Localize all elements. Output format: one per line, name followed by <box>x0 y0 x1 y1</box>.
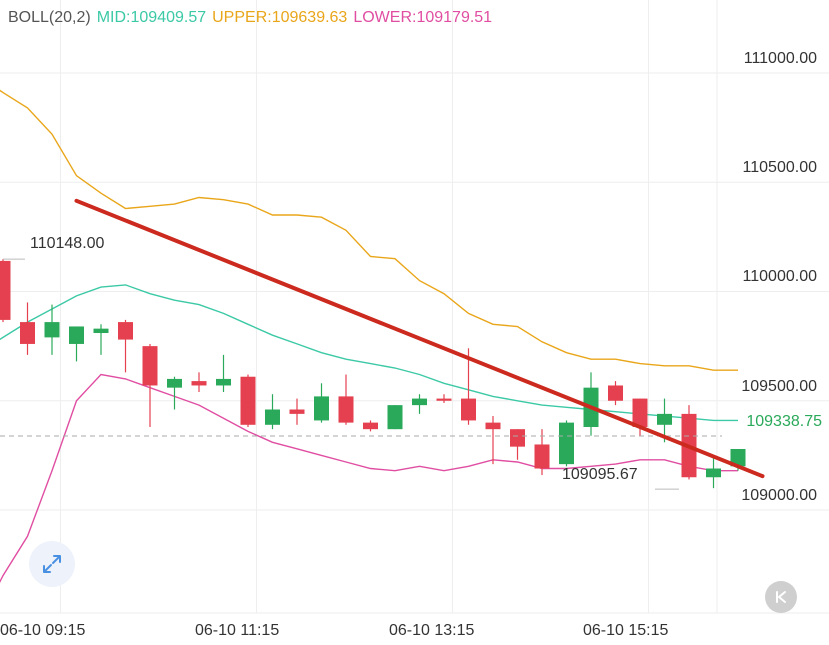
candle-body <box>412 398 427 406</box>
x-tick-label: 06-10 15:15 <box>583 622 669 639</box>
chevron-left-bar-icon <box>776 591 786 603</box>
grid-lines <box>0 0 829 614</box>
candle-body <box>461 398 476 421</box>
candle-body <box>363 422 378 430</box>
y-tick-label: 111000.00 <box>743 50 817 67</box>
candle <box>289 398 305 425</box>
candle <box>461 348 476 425</box>
candle-body <box>510 429 525 447</box>
candle-body <box>118 322 133 340</box>
candle-body <box>338 396 354 423</box>
candles <box>0 259 746 489</box>
legend-name: BOLL(20,2) <box>8 9 91 26</box>
candle <box>265 394 280 430</box>
candle <box>240 374 256 427</box>
candle <box>412 394 427 414</box>
candle-body <box>289 409 305 414</box>
candle <box>632 398 648 436</box>
candle-body <box>436 398 452 401</box>
candle-body <box>265 409 280 425</box>
y-tick-label: 110000.00 <box>742 268 817 285</box>
candle-body <box>216 378 231 386</box>
candle-body <box>387 405 403 430</box>
candle <box>142 343 158 427</box>
candle-body <box>44 322 60 338</box>
candle <box>216 354 231 393</box>
candle <box>338 374 354 425</box>
candle <box>167 376 182 410</box>
scroll-to-start-button[interactable] <box>765 581 797 613</box>
candle-body <box>93 328 109 334</box>
x-tick-label: 06-10 09:15 <box>0 622 86 639</box>
candle <box>191 372 207 393</box>
expand-icon <box>43 555 61 573</box>
candle <box>510 429 525 460</box>
candle-body <box>608 385 623 401</box>
candle-body <box>632 398 648 427</box>
bollinger-bands <box>0 89 738 584</box>
candle <box>534 429 550 476</box>
y-tick-label: 109000.00 <box>741 487 817 504</box>
candle <box>363 420 378 432</box>
candle <box>485 416 501 465</box>
candle-body <box>240 376 256 425</box>
candle <box>681 405 697 480</box>
boll-legend: BOLL(20,2) MID:109409.57 UPPER:109639.63 LO… <box>8 9 498 27</box>
trend-line <box>74 198 765 479</box>
x-tick-label: 06-10 13:15 <box>389 622 475 639</box>
candle <box>118 319 133 373</box>
mid-band-line <box>0 284 738 422</box>
overlay-lines <box>0 198 829 490</box>
legend-mid: MID:109409.57 <box>96 9 207 26</box>
candle <box>387 405 403 430</box>
candle <box>93 324 109 355</box>
candle <box>608 381 623 406</box>
candle-body <box>191 381 207 386</box>
candle <box>706 457 721 489</box>
candle-body <box>142 346 158 386</box>
lower-band-line <box>0 373 738 584</box>
candle-body <box>559 422 574 465</box>
candle-body <box>69 326 84 344</box>
candle-body <box>657 413 672 425</box>
upper-band-line <box>0 89 738 371</box>
candle-body <box>314 396 329 421</box>
legend-upper: UPPER:109639.63 <box>212 9 348 26</box>
candle <box>20 302 35 355</box>
legend-lower: LOWER:109179.51 <box>353 9 493 26</box>
candle-body <box>167 378 182 388</box>
candle-body <box>485 422 501 430</box>
candle-body <box>706 468 721 478</box>
last-price-tag <box>722 423 829 450</box>
candle <box>314 383 329 423</box>
expand-button[interactable] <box>29 541 75 587</box>
candle <box>69 326 84 362</box>
candle-body <box>534 444 550 469</box>
x-tick-label: 06-10 11:15 <box>195 622 280 639</box>
y-tick-label: 110500.00 <box>742 159 817 176</box>
candle-body <box>0 260 11 320</box>
candle <box>559 420 574 467</box>
candle <box>44 304 60 355</box>
y-tick-label: 109500.00 <box>741 378 817 395</box>
low-price-label: 109095.67 <box>562 466 638 483</box>
candle-body <box>20 322 35 344</box>
high-price-label: 110148.00 <box>30 235 105 252</box>
candle <box>0 259 11 323</box>
candle <box>436 394 452 403</box>
last-price-label: 109338.75 <box>746 413 822 430</box>
